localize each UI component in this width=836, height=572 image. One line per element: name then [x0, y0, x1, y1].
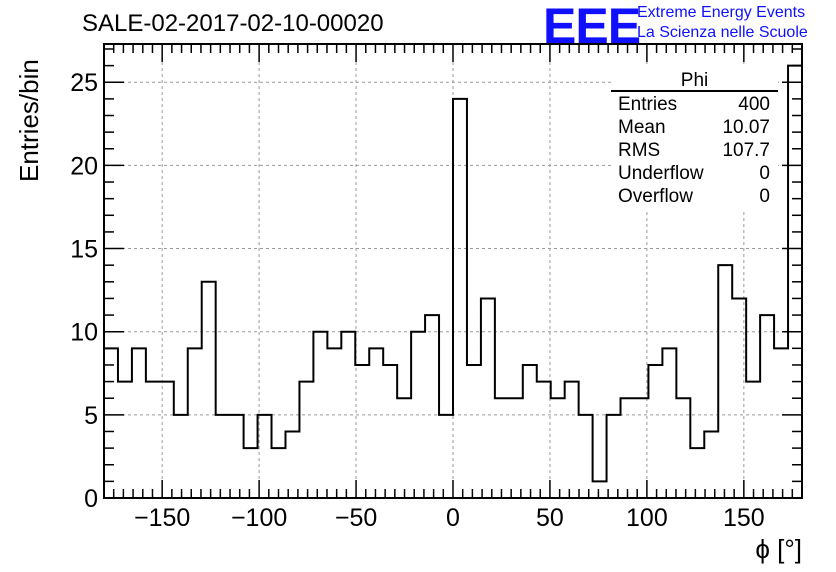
stats-label: Underflow — [618, 163, 704, 184]
x-tick-label: −150 — [134, 504, 190, 532]
y-tick-label: 20 — [70, 152, 98, 180]
stats-value: 10.07 — [722, 117, 770, 138]
x-tick-label: 50 — [536, 504, 564, 532]
brand-line-2: La Scienza nelle Scuole — [637, 24, 808, 41]
stats-label: Overflow — [618, 186, 693, 207]
x-tick-label: 0 — [446, 504, 460, 532]
y-axis-label: Entries/bin — [14, 59, 44, 182]
eee-logo: EEE — [543, 0, 641, 54]
plot-title: SALE-02-2017-02-10-00020 — [82, 10, 384, 37]
x-tick-label: 150 — [723, 504, 765, 532]
stats-value: 107.7 — [722, 140, 770, 161]
stats-value: 400 — [738, 94, 770, 115]
stats-label: Mean — [618, 117, 666, 138]
x-tick-label: 100 — [626, 504, 668, 532]
stats-label: RMS — [618, 140, 660, 161]
x-tick-label: −100 — [231, 504, 287, 532]
y-tick-label: 15 — [70, 236, 98, 264]
stats-name: Phi — [681, 70, 708, 91]
x-tick-label: −50 — [335, 504, 377, 532]
histogram-line — [104, 64, 802, 483]
tick-labels: −150 −100 −50 0 50 100 150 0 5 10 15 20 25 — [70, 69, 765, 532]
y-tick-label: 0 — [84, 485, 98, 513]
y-tick-label: 10 — [70, 319, 98, 347]
stats-label: Entries — [618, 94, 677, 115]
stats-value: 0 — [759, 163, 770, 184]
y-tick-label: 5 — [84, 402, 98, 430]
brand-line-1: Extreme Energy Events — [637, 4, 806, 21]
x-axis-label: ϕ [°] — [755, 534, 802, 564]
stats-value: 0 — [759, 186, 770, 207]
stats-background — [611, 64, 778, 212]
axis-ticks — [104, 44, 802, 499]
y-tick-label: 25 — [70, 69, 98, 97]
